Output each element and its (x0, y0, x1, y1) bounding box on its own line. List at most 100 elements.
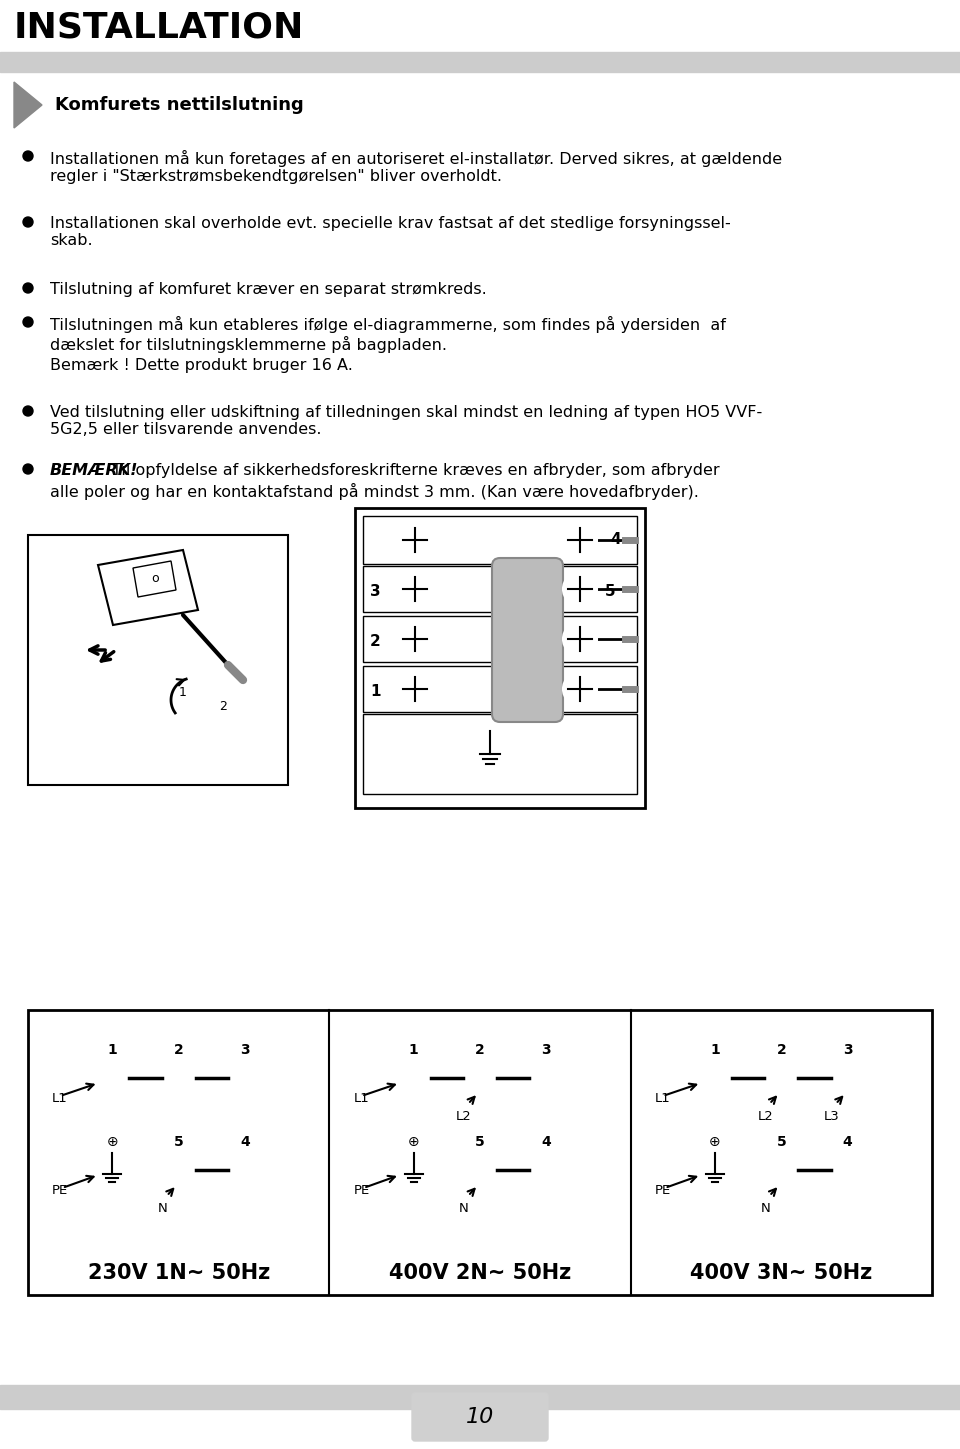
Bar (363, 667, 637, 711)
Text: 1: 1 (370, 684, 380, 698)
Polygon shape (14, 83, 42, 128)
Circle shape (398, 672, 432, 706)
Text: 4: 4 (541, 1135, 551, 1149)
Text: Tilslutningen må kun etableres ifølge el-diagrammerne, som findes på ydersiden  : Tilslutningen må kun etableres ifølge el… (50, 316, 726, 354)
Text: 5: 5 (475, 1135, 485, 1149)
Circle shape (23, 317, 33, 327)
Circle shape (95, 1153, 130, 1187)
Text: ⊕: ⊕ (709, 1135, 721, 1149)
Circle shape (563, 622, 597, 656)
Circle shape (563, 572, 597, 606)
Polygon shape (98, 551, 198, 625)
Text: alle poler og har en kontaktafstand på mindst 3 mm. (Kan være hovedafbryder).: alle poler og har en kontaktafstand på m… (50, 483, 699, 500)
Text: 2: 2 (174, 1043, 183, 1056)
Text: 2: 2 (475, 1043, 485, 1056)
Text: 1: 1 (409, 1043, 419, 1056)
Text: Installationen må kun foretages af en autoriseret el-installatør. Derved sikres,: Installationen må kun foretages af en au… (50, 151, 782, 184)
Circle shape (764, 1153, 799, 1187)
Circle shape (23, 283, 33, 293)
Text: ⊕: ⊕ (408, 1135, 420, 1149)
Circle shape (396, 1061, 431, 1095)
Text: L1: L1 (655, 1091, 670, 1104)
Text: INSTALLATION: INSTALLATION (14, 10, 304, 43)
Text: L2: L2 (456, 1110, 472, 1123)
Text: 400V 3N~ 50Hz: 400V 3N~ 50Hz (690, 1264, 873, 1282)
Text: N: N (459, 1203, 468, 1216)
Bar (28, 535, 288, 785)
Bar (355, 509, 645, 809)
Text: 400V 2N~ 50Hz: 400V 2N~ 50Hz (389, 1264, 571, 1282)
Text: ⊕: ⊕ (107, 1135, 118, 1149)
Bar (0, 52, 960, 72)
Text: Bemærk ! Dette produkt bruger 16 A.: Bemærk ! Dette produkt bruger 16 A. (50, 358, 353, 372)
Circle shape (830, 1061, 865, 1095)
Circle shape (529, 1153, 564, 1187)
Circle shape (563, 572, 597, 606)
Text: L3: L3 (824, 1110, 839, 1123)
Text: BEMÆRK!: BEMÆRK! (50, 464, 138, 478)
Text: 3: 3 (370, 584, 380, 598)
Text: 2: 2 (370, 633, 381, 649)
Text: o: o (151, 571, 158, 584)
Text: L1: L1 (52, 1091, 68, 1104)
Text: 1: 1 (180, 687, 187, 700)
Text: 3: 3 (843, 1043, 852, 1056)
Text: PE: PE (655, 1184, 671, 1197)
Circle shape (764, 1061, 799, 1095)
Circle shape (698, 1153, 732, 1187)
Circle shape (529, 1061, 564, 1095)
Text: 3: 3 (240, 1043, 250, 1056)
Circle shape (472, 730, 508, 767)
Circle shape (161, 1061, 196, 1095)
Circle shape (398, 622, 432, 656)
Circle shape (228, 1061, 262, 1095)
Text: 5: 5 (174, 1135, 183, 1149)
Bar (28, 1010, 932, 1295)
Text: 2: 2 (219, 700, 227, 713)
Text: L1: L1 (353, 1091, 370, 1104)
Text: 4: 4 (843, 1135, 852, 1149)
Text: PE: PE (52, 1184, 68, 1197)
FancyBboxPatch shape (412, 1392, 548, 1440)
Circle shape (463, 1061, 497, 1095)
Circle shape (23, 406, 33, 416)
Text: 230V 1N~ 50Hz: 230V 1N~ 50Hz (87, 1264, 270, 1282)
Text: N: N (157, 1203, 168, 1216)
Bar (363, 616, 637, 662)
Circle shape (698, 1061, 732, 1095)
Polygon shape (133, 561, 176, 597)
Text: 1: 1 (710, 1043, 720, 1056)
Bar (363, 714, 637, 794)
Circle shape (228, 1153, 262, 1187)
FancyBboxPatch shape (492, 558, 563, 722)
Text: 1: 1 (108, 1043, 117, 1056)
Circle shape (463, 1153, 497, 1187)
Circle shape (23, 151, 33, 161)
Text: N: N (760, 1203, 770, 1216)
Text: Komfurets nettilslutning: Komfurets nettilslutning (55, 96, 303, 114)
Bar (363, 516, 637, 564)
Text: L2: L2 (757, 1110, 773, 1123)
Circle shape (95, 1061, 130, 1095)
Text: 4: 4 (610, 532, 620, 548)
Circle shape (398, 572, 432, 606)
Text: PE: PE (353, 1184, 370, 1197)
Text: Ved tilslutning eller udskiftning af tilledningen skal mindst en ledning af type: Ved tilslutning eller udskiftning af til… (50, 406, 762, 438)
Text: 10: 10 (466, 1407, 494, 1427)
Text: 3: 3 (541, 1043, 551, 1056)
Text: 4: 4 (240, 1135, 250, 1149)
Circle shape (398, 523, 432, 556)
Text: 5: 5 (777, 1135, 786, 1149)
Text: 5: 5 (605, 584, 615, 598)
Circle shape (23, 217, 33, 227)
Circle shape (563, 523, 597, 556)
Circle shape (396, 1153, 431, 1187)
Circle shape (830, 1153, 865, 1187)
Circle shape (161, 1153, 196, 1187)
Text: Til opfyldelse af sikkerhedsforeskrifterne kræves en afbryder, som afbryder: Til opfyldelse af sikkerhedsforeskrifter… (112, 464, 720, 478)
Bar (0, 1385, 960, 1408)
Text: Installationen skal overholde evt. specielle krav fastsat af det stedlige forsyn: Installationen skal overholde evt. speci… (50, 216, 731, 248)
Circle shape (23, 464, 33, 474)
Text: Tilslutning af komfuret kræver en separat strømkreds.: Tilslutning af komfuret kræver en separa… (50, 283, 487, 297)
Bar (363, 567, 637, 611)
